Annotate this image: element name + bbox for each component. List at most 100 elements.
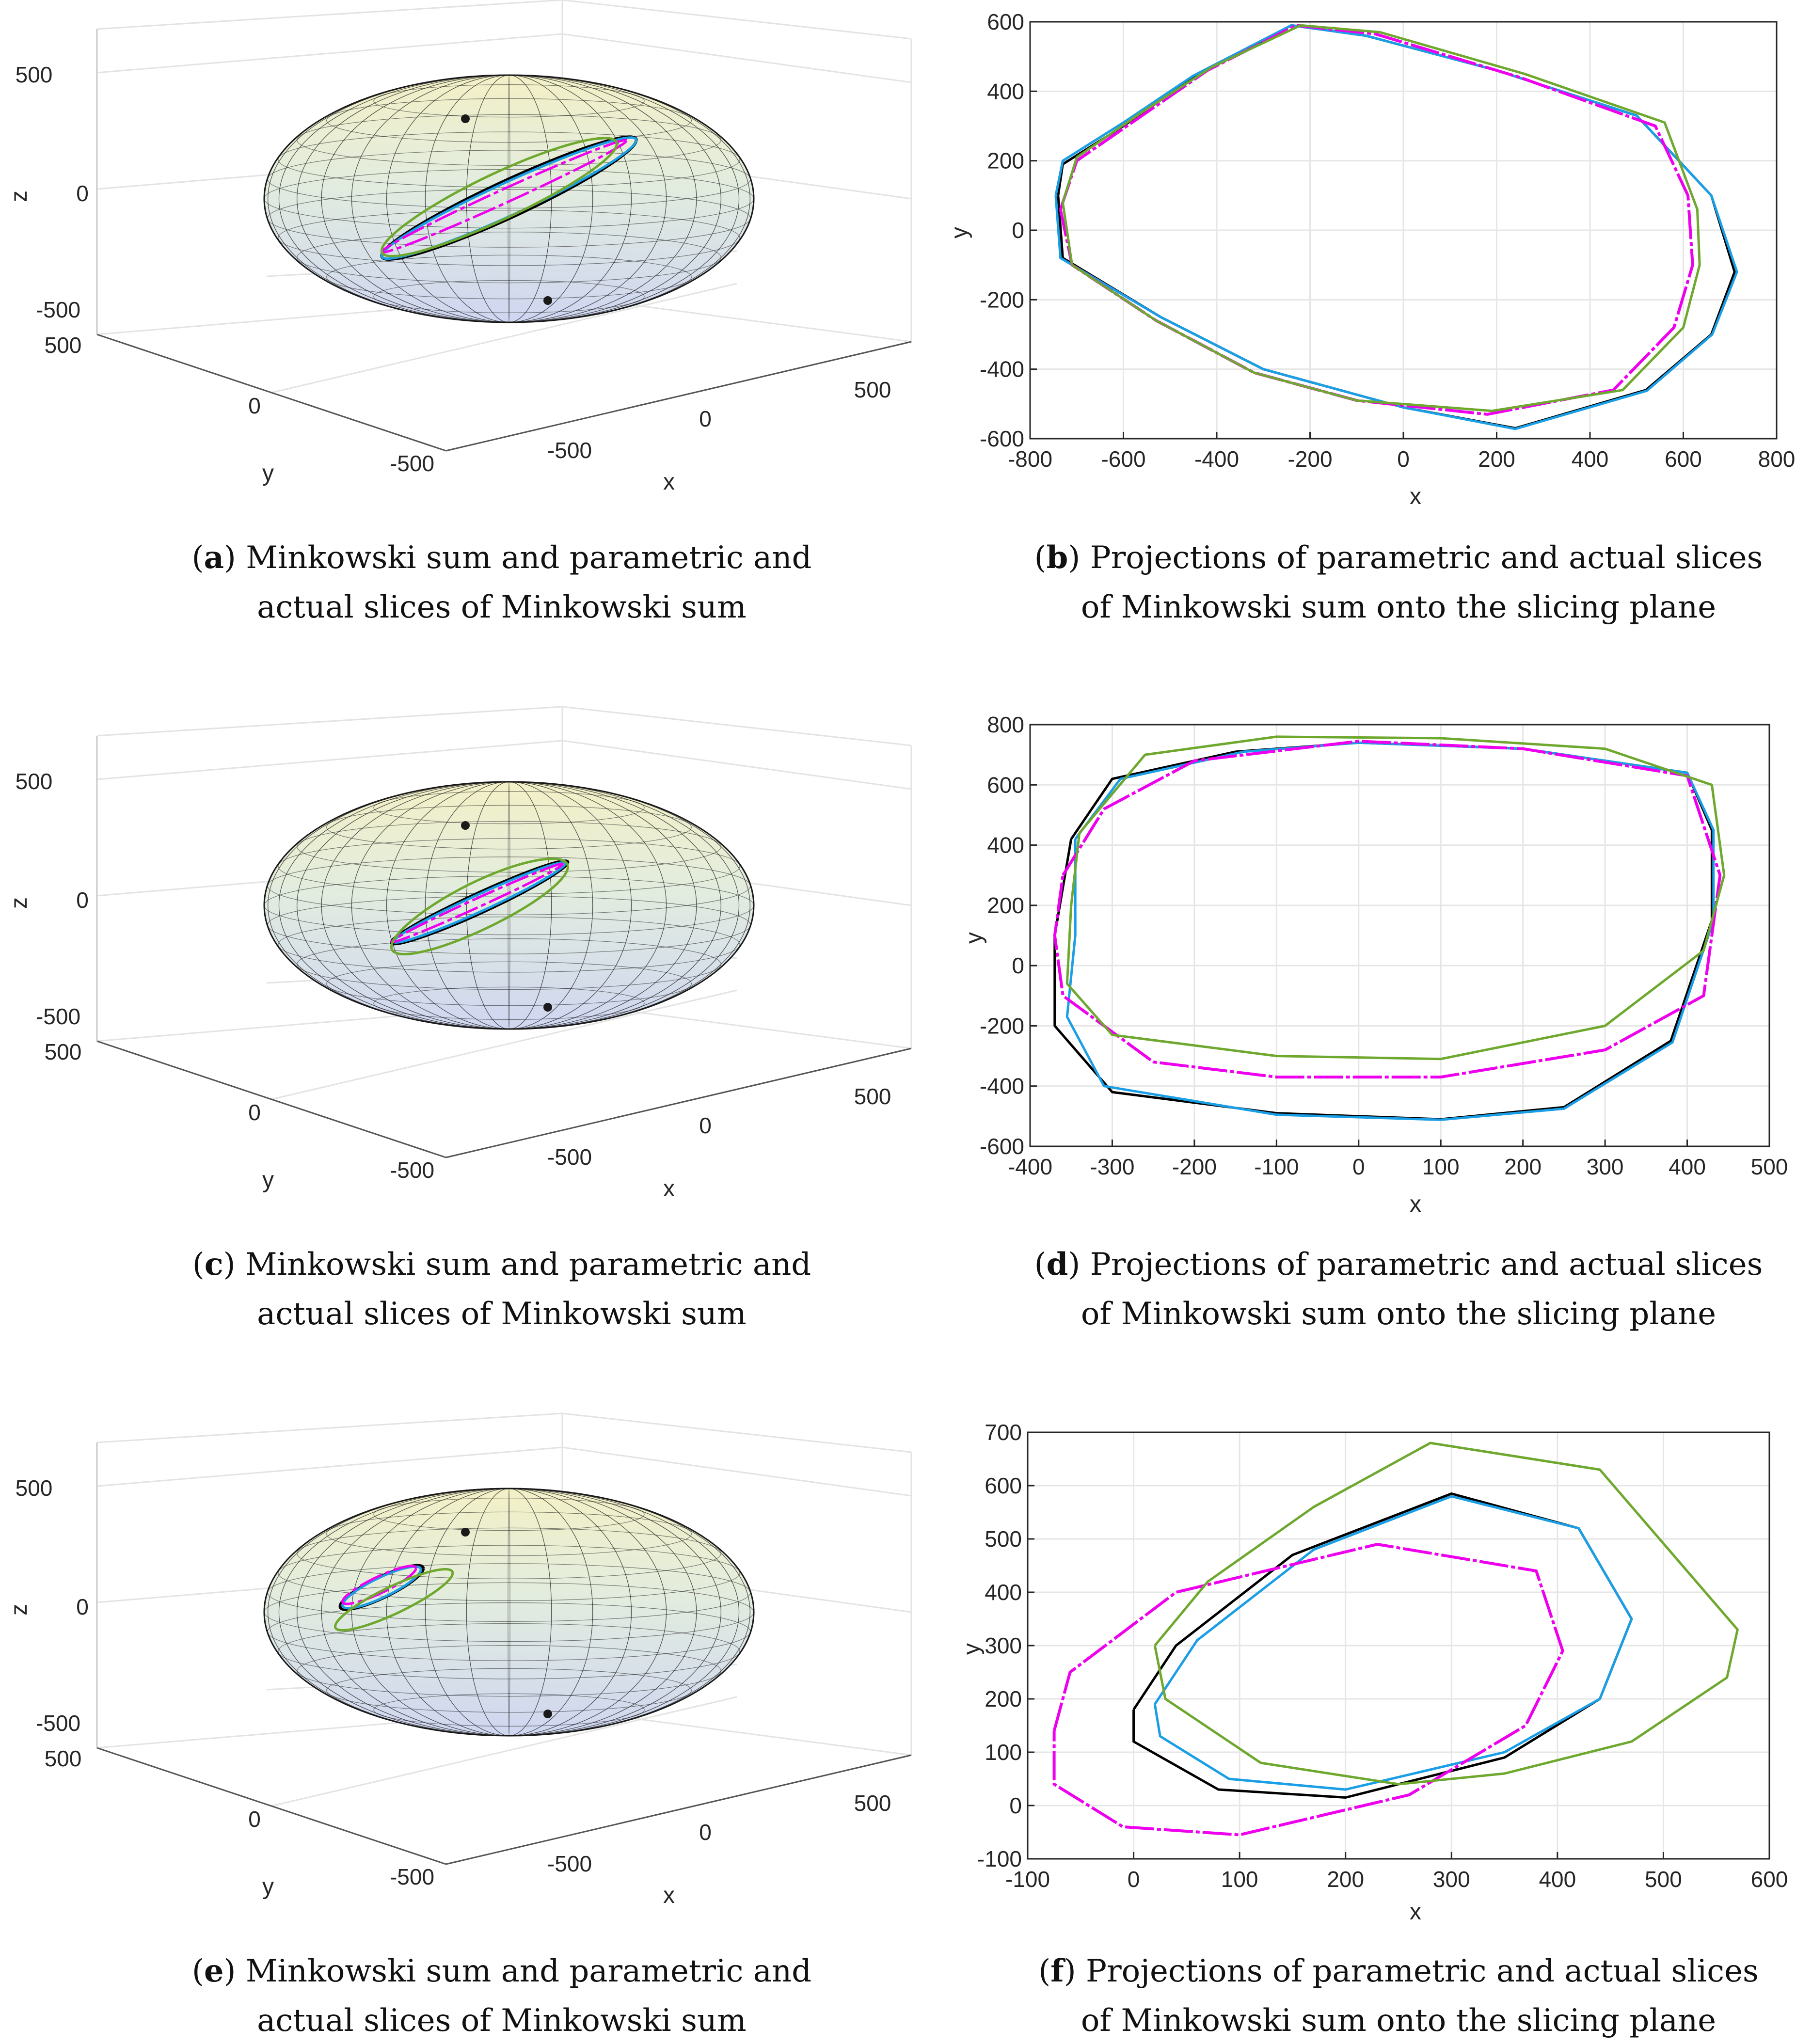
panel-b-ticks: -800 -600 -400 -200 0 200 400 600 800-600-400-20… <box>980 9 1795 472</box>
panel-e-slice-blue <box>341 1565 422 1610</box>
panel-f-ytick-label: 600 <box>985 1473 1022 1498</box>
panel-c-x-tick-500: 500 <box>854 1084 891 1109</box>
panel-e-latitude-line <box>278 1623 740 1680</box>
panel-c-box-line <box>271 989 737 1100</box>
panel-a-minkowski-surface <box>263 74 755 323</box>
panel-c-ylabel: y <box>262 1167 274 1193</box>
panel-d-ytick-label: -400 <box>980 1074 1024 1099</box>
panel-c-latitude-line <box>267 896 751 954</box>
panel-b-xtick-label: -200 <box>1287 446 1332 472</box>
caption-a-line2: actual slices of Minkowski sum <box>257 589 747 625</box>
panel-e-surface-body <box>263 1488 755 1737</box>
panel-b-ytick-label: 600 <box>987 9 1024 34</box>
panel-c-meridian-line <box>268 781 750 1030</box>
panel-d-xlabel: x <box>1410 1191 1421 1217</box>
panel-b-ylabel: y <box>947 227 972 238</box>
panel-b-xtick-label: 0 <box>1397 446 1410 472</box>
panel-a-latitude-line <box>278 210 740 266</box>
panel-a-y-tick-0: 0 <box>248 393 261 418</box>
panel-e-latitude-line <box>326 1668 692 1713</box>
svg-text:(a) Minkowski sum and parametr: (a) Minkowski sum and parametric and <box>191 539 811 576</box>
panel-f-xtick-label: 200 <box>1327 1867 1364 1892</box>
panel-a-zlabel: z <box>6 190 32 202</box>
panel-c-south-pole <box>543 1003 552 1012</box>
panel-a-y-tick-minus500: -500 <box>390 451 434 476</box>
panel-e-box-line <box>271 1696 737 1807</box>
panel-f-xtick-label: -100 <box>1005 1867 1050 1892</box>
panel-b-xtick-label: 800 <box>1758 446 1796 472</box>
caption-a: (a) Minkowski sum and parametric and act… <box>191 539 811 625</box>
panel-d-ytick-label: 200 <box>987 893 1024 918</box>
panel-c-xlabel: x <box>663 1176 675 1202</box>
panel-f-ytick-label: 200 <box>985 1686 1022 1711</box>
panel-c-x-axis-line <box>445 1047 912 1158</box>
panel-d-ytick-label: -200 <box>980 1013 1024 1038</box>
panel-c-3d-plot: 500 0 -500 z 500 0 -500 y -500 0 500 x <box>6 706 912 1202</box>
svg-text:(f) Projections of parametric: (f) Projections of parametric and actual… <box>1038 1953 1759 1989</box>
panel-c-box-line <box>96 706 563 737</box>
panel-b-xtick-label: 600 <box>1665 446 1702 472</box>
panel-f-ytick-label: 700 <box>985 1420 1022 1445</box>
panel-f-xtick-label: 300 <box>1433 1867 1470 1892</box>
panel-b-ytick-label: 400 <box>987 79 1024 104</box>
panel-d-xtick-label: 0 <box>1352 1154 1365 1179</box>
panel-c-box-line <box>96 740 563 780</box>
panel-b-axes-box <box>1029 21 1778 440</box>
panel-e-z-tick-minus500: -500 <box>36 1711 80 1736</box>
panel-c-z-tick-minus500: -500 <box>36 1004 80 1029</box>
panel-a-box-line <box>96 0 563 30</box>
panel-d-ytick-label: 600 <box>987 772 1024 797</box>
panel-c-zlabel: z <box>6 897 32 909</box>
panel-d-xtick-label: 400 <box>1669 1154 1706 1179</box>
panel-d-ytick-label: 800 <box>987 712 1024 737</box>
caption-f-line2: of Minkowski sum onto the slicing plane <box>1081 2003 1716 2039</box>
panel-c-slices <box>390 857 570 955</box>
panel-e-xlabel: x <box>663 1883 675 1908</box>
panel-e-box-line <box>96 1446 563 1487</box>
caption-b: (b) Projections of parametric and actual… <box>1034 539 1763 625</box>
panel-a-latitude-line <box>267 189 751 248</box>
panel-d-ytick-label: -600 <box>980 1134 1024 1159</box>
panel-d-xtick-label: -400 <box>1008 1154 1052 1179</box>
panel-c-latitude-line <box>373 986 645 1020</box>
caption-e-line2: actual slices of Minkowski sum <box>257 2003 747 2039</box>
panel-a-south-pole <box>543 296 552 305</box>
panel-e-x-tick-500: 500 <box>854 1790 891 1816</box>
panel-a-north-pole <box>461 114 470 123</box>
panel-b-xtick-label: -600 <box>1101 446 1145 472</box>
panel-f-xtick-label: 500 <box>1645 1867 1682 1892</box>
panel-b-xtick-label: 200 <box>1478 446 1515 472</box>
panel-e-latitude-line <box>267 1602 751 1661</box>
panel-a-latitude-line <box>373 84 645 118</box>
panel-f-xtick-label: 0 <box>1128 1867 1140 1892</box>
panel-d-curves <box>1053 735 1726 1121</box>
panel-e-y-tick-0: 0 <box>248 1806 261 1832</box>
panel-d-ticks: -400 -300 -200 -100 0 100 200 300 400 500-600-400… <box>980 712 1788 1179</box>
caption-a-letter: a <box>204 539 223 576</box>
panel-e-south-pole <box>543 1710 552 1718</box>
panel-e-x-tick-minus500: -500 <box>547 1851 592 1876</box>
caption-e: (e) Minkowski sum and parametric and act… <box>192 1953 811 2039</box>
panel-b-ytick-label: -600 <box>980 426 1024 451</box>
panel-e-latitude-line <box>373 1693 645 1727</box>
panel-d-axes-box <box>1029 724 1770 1147</box>
panel-d-xtick-label: -100 <box>1254 1154 1299 1179</box>
panel-d-2d-plot: -400 -300 -200 -100 0 100 200 300 400 500-600-400… <box>961 712 1788 1217</box>
panel-f-ytick-label: 100 <box>985 1740 1022 1765</box>
panel-b-ytick-label: 200 <box>987 148 1024 174</box>
panel-a-ylabel: y <box>262 460 274 486</box>
panel-f-xtick-label: 100 <box>1221 1867 1258 1892</box>
panel-a-slice-green <box>380 137 618 257</box>
panel-b-ytick-label: 0 <box>1012 218 1024 243</box>
panel-f-2d-plot: -100 0 100 200 300 400 500 600 -100 0 100 200 300 400… <box>959 1420 1788 1925</box>
panel-a-box-line <box>562 33 912 83</box>
panel-d-xtick-label: 500 <box>1751 1154 1788 1179</box>
panel-e-y-tick-500: 500 <box>45 1746 82 1771</box>
caption-a-line1: Minkowski sum and parametric and <box>246 540 811 576</box>
caption-e-line1: Minkowski sum and parametric and <box>246 1953 811 1989</box>
panel-e-meridian-line <box>268 1488 750 1736</box>
panel-c-minkowski-surface <box>263 781 755 1030</box>
panel-f-axes-box <box>1027 1431 1770 1860</box>
panel-f-gridlines <box>1027 1431 1770 1860</box>
svg-text:(b) Projections of parametric: (b) Projections of parametric and actual… <box>1034 539 1763 576</box>
